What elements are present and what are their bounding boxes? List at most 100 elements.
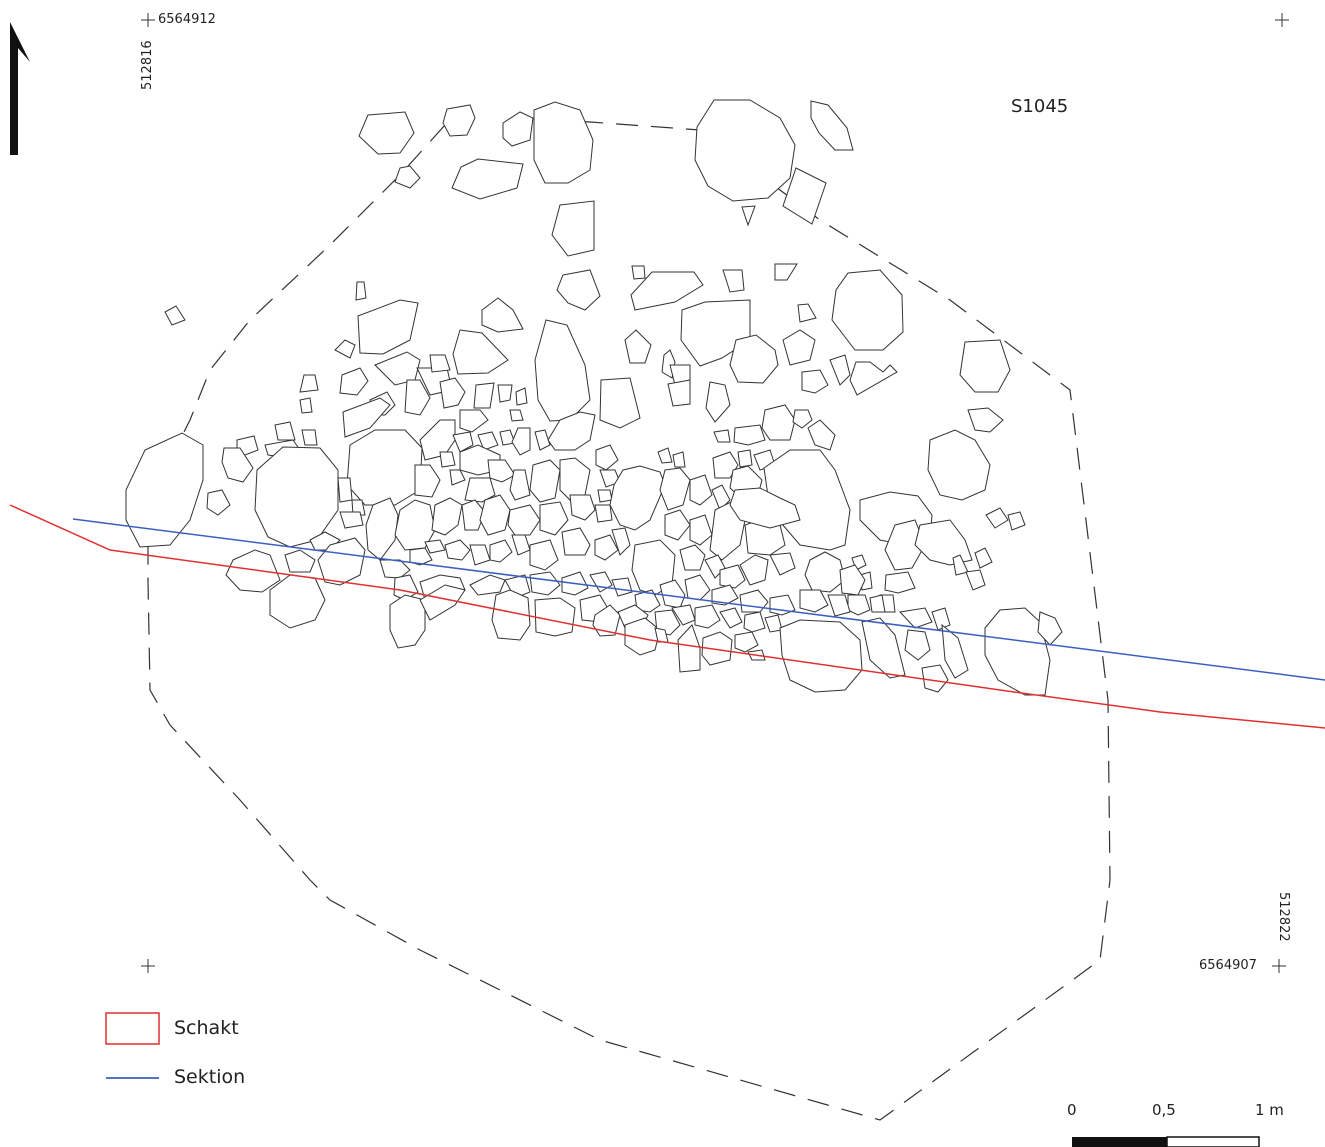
coord-bottom-right-east: 512822 <box>1276 892 1291 942</box>
stone <box>414 464 441 498</box>
stone <box>705 381 731 423</box>
stone <box>630 271 704 311</box>
stone <box>452 431 474 453</box>
stone <box>797 303 817 323</box>
stone <box>559 457 591 501</box>
stone <box>487 459 516 483</box>
stone <box>497 384 513 403</box>
stone <box>689 514 713 546</box>
stone <box>782 167 827 225</box>
stone <box>792 409 813 429</box>
stone <box>473 382 495 409</box>
stone <box>774 263 798 281</box>
stone <box>339 367 369 396</box>
stone <box>959 339 1011 393</box>
stone <box>974 547 993 569</box>
stone <box>394 499 436 551</box>
stone <box>346 429 423 506</box>
stone <box>631 265 646 280</box>
grid-cross-top-right <box>1275 13 1289 27</box>
stone <box>782 329 816 366</box>
stone <box>534 597 576 637</box>
stone <box>539 501 569 536</box>
stone <box>701 631 733 666</box>
stone <box>274 421 296 441</box>
stone <box>729 334 779 384</box>
stone <box>424 539 446 554</box>
legend-schakt-label: Schakt <box>174 1017 239 1039</box>
stone <box>597 489 613 503</box>
stone <box>694 99 796 202</box>
stone <box>719 564 746 589</box>
stone <box>807 419 836 451</box>
stone <box>827 594 851 617</box>
stone <box>927 429 991 501</box>
stone <box>355 281 367 301</box>
stone <box>599 377 641 429</box>
stone <box>810 100 854 151</box>
stone <box>733 424 766 446</box>
stone <box>679 544 706 571</box>
stone <box>1037 611 1063 646</box>
stone <box>439 377 466 409</box>
stone <box>869 594 886 613</box>
stone <box>284 549 316 573</box>
stone <box>719 607 743 629</box>
stone <box>469 574 506 596</box>
coord-bottom-right-north: 6564907 <box>1199 958 1257 973</box>
legend-sektion-label: Sektion <box>174 1066 246 1088</box>
stone <box>624 617 661 656</box>
stone <box>509 469 531 501</box>
stone <box>921 664 949 693</box>
stone <box>365 497 399 561</box>
grid-cross-bottom-right <box>1272 959 1286 973</box>
grid-cross-bottom-left <box>141 959 155 973</box>
stone <box>941 623 969 679</box>
stone <box>611 527 631 556</box>
stone <box>831 269 904 351</box>
stone <box>225 549 281 593</box>
stone <box>592 604 621 637</box>
stone <box>409 547 433 566</box>
sektion-line <box>72 518 1325 681</box>
stone <box>743 611 766 633</box>
stone <box>489 539 513 563</box>
stone <box>684 574 711 601</box>
stone <box>358 111 415 155</box>
stone <box>965 569 986 591</box>
stone <box>594 534 619 561</box>
stone <box>339 511 364 529</box>
stone <box>534 429 551 451</box>
stone <box>595 444 619 471</box>
stone <box>722 269 745 293</box>
grid-crosses <box>141 13 1289 973</box>
scale-label-1m: 1 m <box>1255 1101 1284 1119</box>
stone <box>459 409 489 433</box>
stone <box>799 589 829 613</box>
stone <box>351 499 366 516</box>
stone <box>269 574 326 629</box>
stone <box>502 111 534 147</box>
stone <box>511 534 531 556</box>
stone <box>847 594 871 616</box>
stone <box>931 607 951 631</box>
stone <box>984 607 1051 696</box>
stone <box>393 574 419 601</box>
stone <box>739 554 769 586</box>
stone <box>429 354 451 373</box>
stone <box>547 411 596 451</box>
schakt-line <box>9 504 1325 729</box>
stone <box>657 447 673 464</box>
stone <box>985 507 1009 529</box>
stone <box>1007 511 1026 531</box>
stone <box>739 589 769 613</box>
stone <box>914 519 973 566</box>
stone <box>299 374 319 393</box>
stone <box>849 361 898 396</box>
stone <box>299 397 313 414</box>
stone <box>479 494 511 536</box>
stone <box>379 559 411 579</box>
stone <box>206 489 231 516</box>
stone <box>769 552 796 576</box>
